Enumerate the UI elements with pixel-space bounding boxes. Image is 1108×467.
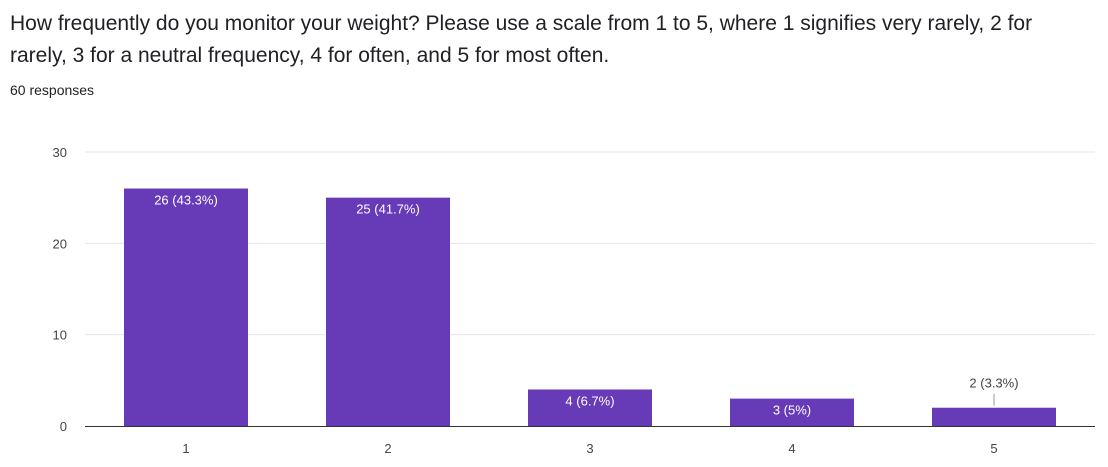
data-label: 25 (41.7%) [356,202,420,217]
question-title: How frequently do you monitor your weigh… [10,12,1033,67]
bar[interactable] [326,197,450,426]
data-label: 4 (6.7%) [565,393,614,408]
data-label: 3 (5%) [773,403,811,418]
x-tick-label: 5 [990,441,997,456]
bar[interactable] [932,407,1056,426]
x-tick-label: 4 [788,441,795,456]
data-label: 2 (3.3%) [969,376,1018,391]
x-tick-label: 3 [586,441,593,456]
x-tick-label: 1 [182,441,189,456]
bar[interactable] [730,398,854,426]
response-count: 60 responses [10,82,95,98]
y-axis-ticks: 0 10 20 30 [53,145,67,434]
y-tick-label: 0 [60,419,67,434]
x-tick-label: 2 [384,441,391,456]
grid-lines [85,151,1095,336]
data-label: 26 (43.3%) [154,193,218,208]
y-tick-label: 20 [53,236,67,251]
y-tick-label: 30 [53,145,67,160]
data-labels: 26 (43.3%) 25 (41.7%) 4 (6.7%) 3 (5%) 2 (3.3… [154,193,1018,418]
bar[interactable] [124,188,248,426]
bar[interactable] [528,389,652,426]
bars [124,188,1056,426]
y-tick-label: 10 [53,328,67,343]
x-axis-ticks: 1 2 3 4 5 [182,441,997,456]
